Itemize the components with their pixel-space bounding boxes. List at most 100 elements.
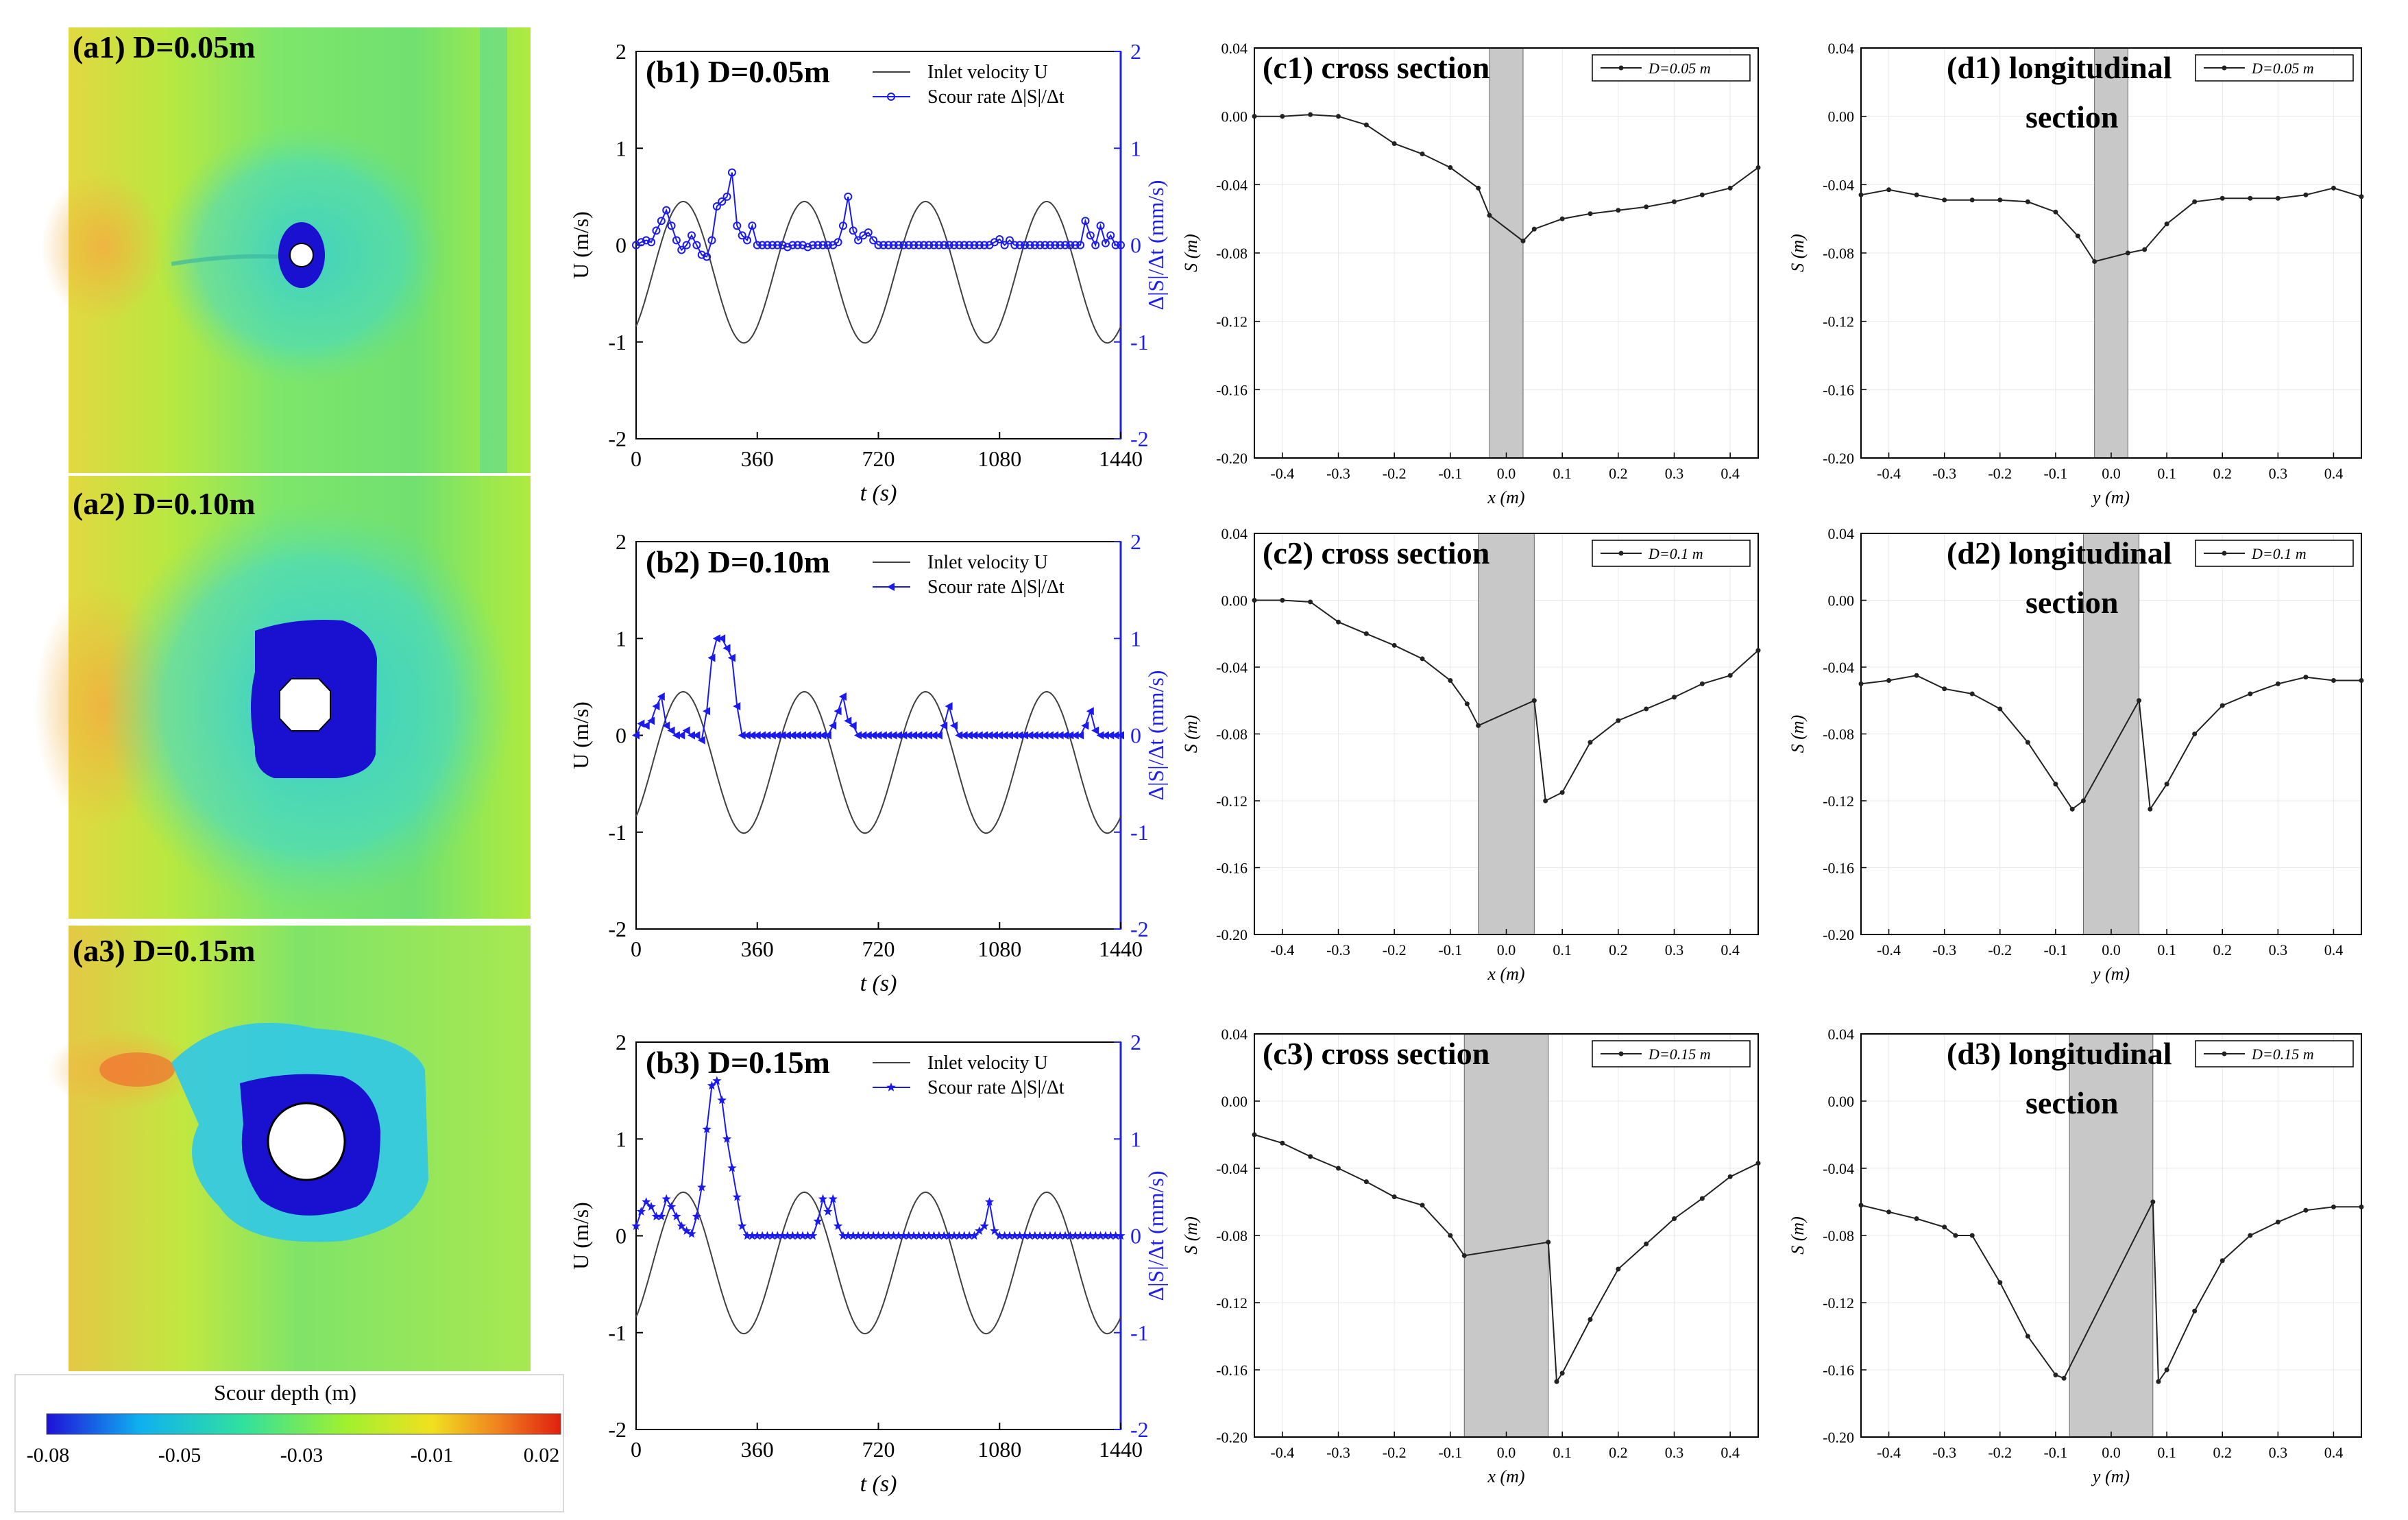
scour-rate-marker <box>854 236 863 245</box>
scour-rate-marker <box>889 241 898 250</box>
profile-marker <box>1520 239 1526 244</box>
legend-marker <box>1618 65 1624 71</box>
profile-marker <box>1914 1216 1919 1221</box>
scour-rate-marker <box>925 731 933 740</box>
profile-marker <box>1699 1196 1705 1201</box>
y2-tick-label: -2 <box>1130 1417 1149 1442</box>
scour-rate-marker <box>940 241 949 250</box>
scour-rate-marker <box>692 1211 701 1220</box>
profile-marker <box>1969 197 1975 203</box>
y-tick-label: -0.04 <box>1216 659 1248 676</box>
profile-marker <box>2053 209 2058 215</box>
profile-marker <box>1461 1253 1467 1258</box>
scour-rate-marker <box>889 731 897 740</box>
profile-marker <box>1953 1233 1958 1238</box>
scour-rate-marker <box>657 692 665 701</box>
x-tick-label: -0.2 <box>1988 1444 2012 1461</box>
scour-rate-marker <box>884 1231 893 1240</box>
profile-marker <box>2331 1204 2336 1209</box>
y-tick-label: -0.16 <box>1823 860 1854 877</box>
profile-marker <box>1942 686 1947 692</box>
pile-region <box>1463 1033 1549 1438</box>
scour-rate-marker <box>1005 1231 1014 1240</box>
legend-marker <box>2222 1051 2227 1057</box>
legend-scour-label: Scour rate Δ|S|/Δt <box>927 1077 1065 1098</box>
scour-rate-marker <box>853 1231 863 1240</box>
scour-rate-marker <box>960 241 969 250</box>
scour-rate-marker <box>697 250 706 259</box>
scour-rate-marker <box>758 241 767 250</box>
profile-marker <box>2164 782 2169 787</box>
scour-rate-marker <box>1111 241 1120 250</box>
profile-marker <box>2331 185 2336 191</box>
scour-rate-marker <box>1051 731 1059 740</box>
profile-marker <box>1644 706 1649 712</box>
profile-marker <box>2148 806 2153 812</box>
scour-rate-marker <box>828 1194 838 1203</box>
scour-rate-marker <box>884 241 893 250</box>
legend-scour-label: Scour rate Δ|S|/Δt <box>927 577 1065 598</box>
scour-rate-marker <box>1076 731 1084 740</box>
y-tick-label: 0.04 <box>1828 1026 1855 1043</box>
profile-marker <box>2192 199 2198 204</box>
scour-rate-marker <box>869 731 877 740</box>
profile-marker <box>1448 1233 1453 1238</box>
scour-rate-marker <box>768 1231 777 1240</box>
profile-marker <box>1616 208 1621 213</box>
y-tick-label: -0.20 <box>1823 1429 1854 1446</box>
y-tick-label: -0.12 <box>1216 793 1248 810</box>
scour-rate-marker <box>990 731 998 740</box>
profile-marker <box>2125 250 2130 256</box>
x-tick-label: 720 <box>862 937 895 961</box>
legend-velocity-label: Inlet velocity U <box>927 62 1048 83</box>
scour-rate-marker <box>1091 241 1100 250</box>
scour-rate-marker <box>717 1095 727 1105</box>
profile-marker <box>1420 656 1425 662</box>
scour-rate-marker <box>762 1231 773 1240</box>
scour-rate-marker <box>757 1231 767 1240</box>
scour-rate-marker <box>707 236 716 245</box>
scour-rate-marker <box>829 721 837 730</box>
profile-marker <box>1308 599 1313 605</box>
scour-rate-marker <box>914 731 923 740</box>
x-tick-label: 1440 <box>1099 937 1143 961</box>
scour-rate-marker <box>844 716 852 725</box>
y-tick-label: -0.16 <box>1216 381 1248 398</box>
y-tick-label: 1 <box>616 1126 627 1151</box>
scour-rate-marker <box>1056 731 1064 740</box>
scour-rate-marker <box>1010 241 1019 250</box>
scour-rate-marker <box>1041 731 1049 740</box>
legend-label: D=0.15 m <box>1648 1046 1711 1063</box>
x-tick-label: 0.1 <box>1553 941 1572 958</box>
profile-marker <box>1755 1161 1761 1166</box>
pile-region <box>1478 533 1535 935</box>
scour-rate-marker <box>636 1207 646 1216</box>
scour-rate-marker <box>1036 731 1044 740</box>
x-tick-label: -0.1 <box>1438 1444 1462 1461</box>
legend-label: D=0.1 m <box>2251 545 2307 562</box>
scour-rate-marker <box>874 731 882 740</box>
scour-rate-marker <box>879 731 887 740</box>
y-axis-label: U (m/s) <box>568 701 593 769</box>
y-tick-label: -1 <box>608 820 627 845</box>
y-tick-label: -0.20 <box>1216 1429 1248 1446</box>
y-axis-label: S (m) <box>1181 715 1201 753</box>
charts: 0 360 720 1080 1440-2 -2-1 -10 01 12 2t (s)U (m/s… <box>568 39 2364 1497</box>
x-tick-label: 1080 <box>977 937 1021 961</box>
x-tick-label: 0.0 <box>2102 941 2121 958</box>
y2-tick-label: -2 <box>1130 426 1149 451</box>
scour-rate-marker <box>798 1231 807 1240</box>
scour-rate-marker <box>1041 241 1049 250</box>
y2-tick-label: 2 <box>1130 39 1141 64</box>
scour-rate-marker <box>1015 241 1024 250</box>
scour-rate-marker <box>722 1134 732 1143</box>
scour-rate-marker <box>712 202 721 210</box>
scour-rate-marker <box>657 1211 666 1220</box>
profile-marker <box>1487 213 1492 218</box>
profile-marker <box>1997 706 2003 712</box>
profile-marker <box>1554 1379 1559 1384</box>
x-tick-label: 0.2 <box>2213 941 2232 958</box>
scour-rate-marker <box>1040 1231 1050 1240</box>
x-tick-label: -0.4 <box>1270 941 1294 958</box>
